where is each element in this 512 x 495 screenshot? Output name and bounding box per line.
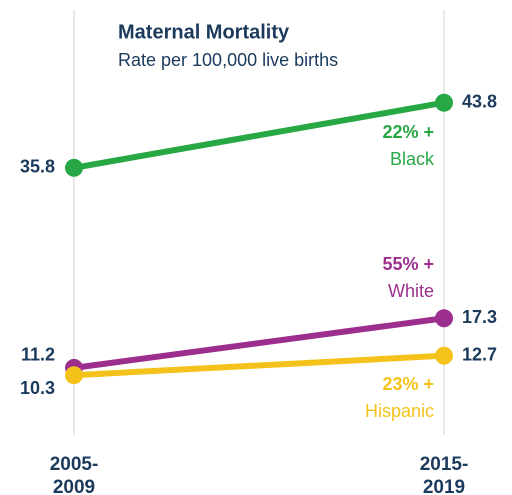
x-tick-label: 2015- 2019 xyxy=(419,454,469,495)
slope-line xyxy=(73,315,445,371)
series-name: White xyxy=(388,281,434,301)
slope-line xyxy=(73,352,445,379)
x-tick-label: 2005- 2009 xyxy=(49,454,99,495)
point xyxy=(65,158,83,177)
value-label: 10.3 xyxy=(20,378,55,398)
point xyxy=(435,309,453,328)
value-label: 12.7 xyxy=(462,344,497,364)
point xyxy=(65,366,83,385)
value-label: 11.2 xyxy=(21,345,55,365)
value-label: 17.3 xyxy=(462,307,497,327)
point xyxy=(435,346,453,365)
point xyxy=(435,93,453,112)
chart-title: Maternal Mortality xyxy=(118,21,290,43)
chart-subtitle: Rate per 100,000 live births xyxy=(118,50,338,70)
value-label: 43.8 xyxy=(462,91,497,111)
change-label: 23% + xyxy=(382,374,434,394)
series-name: Hispanic xyxy=(365,401,434,421)
change-label: 55% + xyxy=(382,254,434,274)
change-label: 22% + xyxy=(382,122,434,142)
value-label: 35.8 xyxy=(20,157,55,177)
series-name: Black xyxy=(390,149,435,169)
slope-line xyxy=(73,99,445,171)
